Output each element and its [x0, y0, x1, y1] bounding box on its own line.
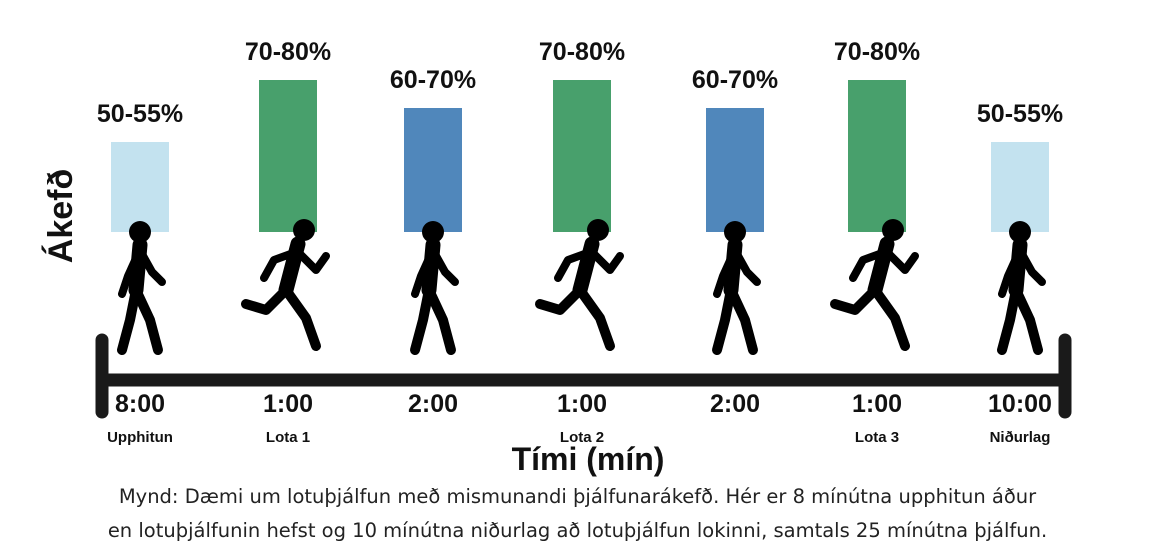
caption-line-1: Mynd: Dæmi um lotuþjálfun með mismunandi… [118, 485, 1037, 508]
segments: 50-55% 8:00 Upphitun 70-80% 1:00 Lota 1 60-70%… [97, 38, 1063, 446]
duration-label: 2:00 [408, 390, 458, 418]
segment-3: 60-70% 2:00 [390, 66, 476, 418]
intensity-bar [404, 108, 462, 232]
intensity-label: 50-55% [97, 100, 183, 128]
segment-2: 70-80% 1:00 Lota 1 [245, 38, 331, 446]
intensity-label: 70-80% [539, 38, 625, 66]
walking-person-icon [415, 221, 455, 350]
duration-label: 1:00 [852, 390, 902, 418]
duration-label: 8:00 [115, 390, 165, 418]
walking-person-icon [1002, 221, 1042, 350]
intensity-label: 70-80% [245, 38, 331, 66]
intensity-bar [553, 80, 611, 232]
running-person-icon [835, 219, 915, 346]
segment-name: Lota 1 [266, 429, 310, 446]
intensity-bar [706, 108, 764, 232]
walking-person-icon [122, 221, 162, 350]
segment-name: Lota 3 [855, 429, 899, 446]
duration-label: 1:00 [557, 390, 607, 418]
intensity-bar [111, 142, 169, 232]
intensity-bar [848, 80, 906, 232]
caption-line-2: en lotuþjálfunin hefst og 10 mínútna nið… [107, 519, 1048, 542]
segment-5: 60-70% 2:00 [692, 66, 778, 418]
segment-name: Upphitun [107, 429, 173, 446]
duration-label: 2:00 [710, 390, 760, 418]
segment-6: 70-80% 1:00 Lota 3 [834, 38, 920, 446]
intensity-bar [259, 80, 317, 232]
y-axis-label: Ákefð [42, 169, 80, 263]
segment-4: 70-80% 1:00 Lota 2 [539, 38, 625, 446]
intensity-bar [991, 142, 1049, 232]
intensity-label: 60-70% [390, 66, 476, 94]
intensity-label: 50-55% [977, 100, 1063, 128]
duration-label: 10:00 [988, 390, 1052, 418]
segment-name: Lota 2 [560, 429, 604, 446]
duration-label: 1:00 [263, 390, 313, 418]
running-person-icon [246, 219, 326, 346]
x-axis-label: Tími (mín) [512, 441, 665, 477]
walking-person-icon [717, 221, 757, 350]
running-person-icon [540, 219, 620, 346]
intensity-label: 60-70% [692, 66, 778, 94]
segment-name: Niðurlag [990, 429, 1051, 446]
segment-1: 50-55% 8:00 Upphitun [97, 100, 183, 446]
timeline-axis [95, 333, 1072, 419]
intensity-label: 70-80% [834, 38, 920, 66]
segment-7: 50-55% 10:00 Niðurlag [977, 100, 1063, 446]
